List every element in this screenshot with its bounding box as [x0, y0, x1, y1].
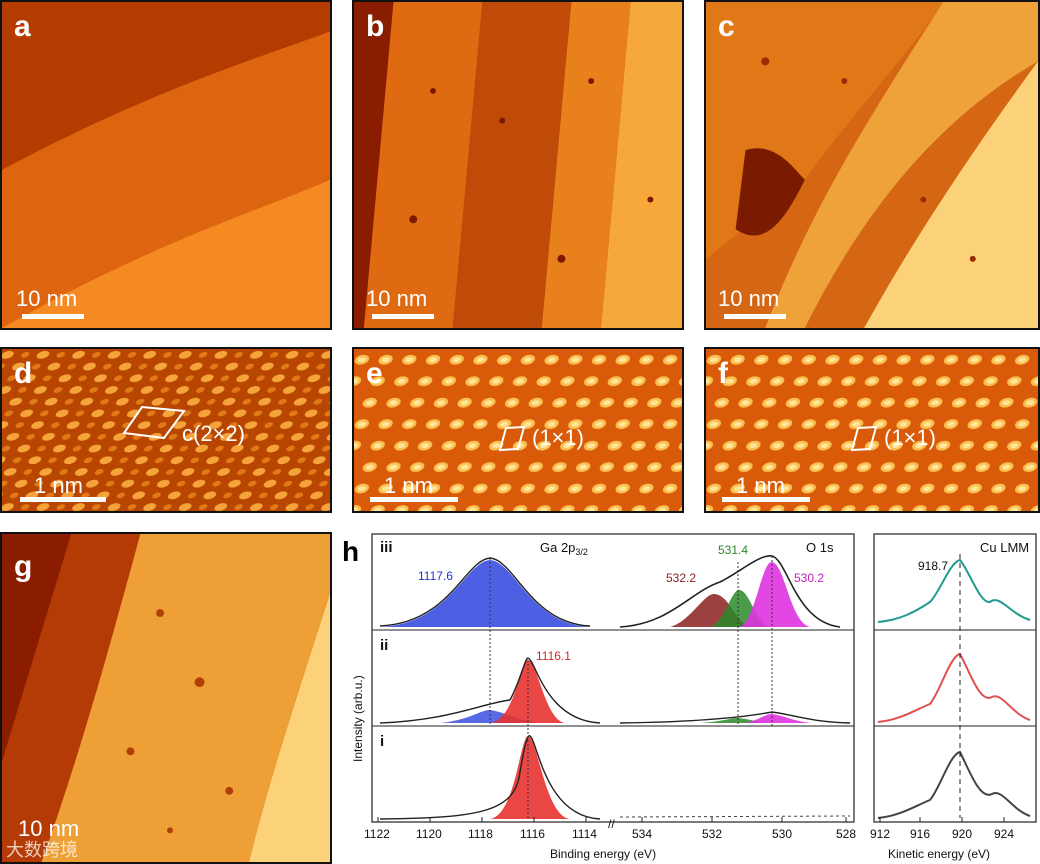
stm-panel-c: c 10 nm	[704, 0, 1040, 330]
stm-panel-e: e (1×1) 1 nm	[352, 347, 684, 513]
scale-bar-f	[722, 497, 810, 502]
peak-label-531: 531.4	[718, 543, 748, 557]
ga-peak-iii-blue	[380, 560, 590, 627]
peak-label-532: 532.2	[666, 571, 696, 585]
row-label-iii: iii	[380, 539, 393, 556]
stm-image-d	[2, 349, 330, 511]
x-label-binding: Binding energy (eV)	[550, 847, 656, 861]
tick-cu-1: 916	[910, 827, 930, 841]
stm-image-g	[2, 534, 330, 862]
scale-label-e: 1 nm	[384, 473, 433, 498]
stm-image-c	[706, 2, 1038, 328]
unit-cell-f	[850, 425, 878, 452]
auger-frame	[873, 533, 1037, 823]
ga-fit-i	[379, 735, 601, 820]
ga-peak-i-red	[490, 736, 570, 819]
scale-bar-c	[724, 314, 786, 319]
ga-fit-ii	[379, 657, 601, 724]
stm-panel-b: b 10 nm	[352, 0, 684, 330]
tick-ga-1: 1120	[416, 827, 442, 841]
stm-image-f	[706, 349, 1038, 511]
unit-cell-e	[498, 425, 526, 452]
panel-label-b: b	[366, 10, 385, 43]
stm-panel-d: d c(2×2) 1 nm	[0, 347, 332, 513]
cu-title: Cu LMM	[980, 540, 1029, 555]
peak-label-1116: 1116.1	[536, 649, 571, 663]
axis-break: //	[608, 817, 615, 831]
x-label-kinetic: Kinetic energy (eV)	[888, 847, 990, 861]
tick-ga-3: 1116	[520, 827, 545, 841]
cu-spectrum-ii	[877, 652, 1031, 723]
o-fit-ii	[619, 711, 851, 724]
ga-title-sub: 3/2	[575, 547, 588, 557]
ga-title: Ga 2p3/2	[540, 540, 588, 557]
scale-bar-a	[22, 314, 84, 319]
panel-label-f: f	[718, 357, 728, 390]
ga-title-main: Ga 2p	[540, 540, 575, 555]
panel-label-e: e	[366, 357, 383, 390]
tick-ga-0: 1122	[364, 827, 390, 841]
cell-label-f: (1×1)	[884, 425, 936, 450]
panel-label-d: d	[14, 357, 33, 390]
stm-panel-g: g 10 nm	[0, 532, 332, 864]
scale-bar-b	[372, 314, 434, 319]
x-ticks	[377, 817, 1005, 822]
cell-label-d: c(2×2)	[182, 421, 245, 446]
scale-label-d: 1 nm	[34, 473, 83, 498]
spectra-svg: iii ii i Ga 2p3/2 O 1s Cu LMM 1117.6 111…	[351, 533, 1037, 861]
tick-o-2: 530	[772, 827, 792, 841]
o-title: O 1s	[806, 540, 834, 555]
tick-cu-2: 920	[952, 827, 972, 841]
tick-ga-2: 1118	[468, 827, 493, 841]
y-axis-label: Intensity (arb.u.)	[351, 675, 365, 762]
row-label-i: i	[380, 733, 384, 750]
peak-label-530: 530.2	[794, 571, 824, 585]
scale-label-a: 10 nm	[16, 286, 78, 311]
tick-ga-4: 1114	[572, 827, 597, 841]
cell-label-e: (1×1)	[532, 425, 584, 450]
o-peak-ii-magenta	[745, 714, 810, 723]
watermark: 大数跨境	[6, 840, 78, 860]
tick-o-0: 534	[632, 827, 652, 841]
scale-label-g: 10 nm	[18, 816, 80, 841]
scale-bar-d	[20, 497, 106, 502]
tick-o-1: 532	[702, 827, 722, 841]
unit-cell-d	[122, 405, 186, 440]
scale-bar-e	[370, 497, 458, 502]
stm-panel-a: a 10 nm	[0, 0, 332, 330]
stm-image-e	[354, 349, 682, 511]
panel-label-h: h	[342, 536, 360, 567]
o-fit-iii	[619, 555, 841, 628]
panel-label-a: a	[14, 10, 31, 43]
stm-image-a	[2, 2, 330, 328]
peak-label-1117: 1117.6	[418, 569, 453, 583]
scale-label-c: 10 nm	[718, 286, 780, 311]
xps-frame	[371, 533, 855, 823]
panel-label-g: g	[14, 550, 33, 583]
row-label-ii: ii	[380, 637, 388, 654]
spectra-panel-h: iii ii i Ga 2p3/2 O 1s Cu LMM 1117.6 111…	[340, 532, 1040, 864]
o-baseline-i	[619, 815, 851, 818]
tick-cu-3: 924	[994, 827, 1014, 841]
ga-peak-ii-red	[490, 660, 565, 723]
cu-spectrum-i	[877, 750, 1031, 819]
o-peak-530	[740, 561, 810, 627]
tick-cu-0: 912	[870, 827, 890, 841]
peak-label-cu: 918.7	[918, 559, 948, 573]
panel-label-c: c	[718, 10, 735, 43]
scale-label-b: 10 nm	[366, 286, 428, 311]
stm-image-b	[354, 2, 682, 328]
stm-panel-f: f (1×1) 1 nm	[704, 347, 1040, 513]
scale-label-f: 1 nm	[736, 473, 785, 498]
cu-spectrum-iii	[877, 558, 1031, 623]
tick-o-3: 528	[836, 827, 856, 841]
